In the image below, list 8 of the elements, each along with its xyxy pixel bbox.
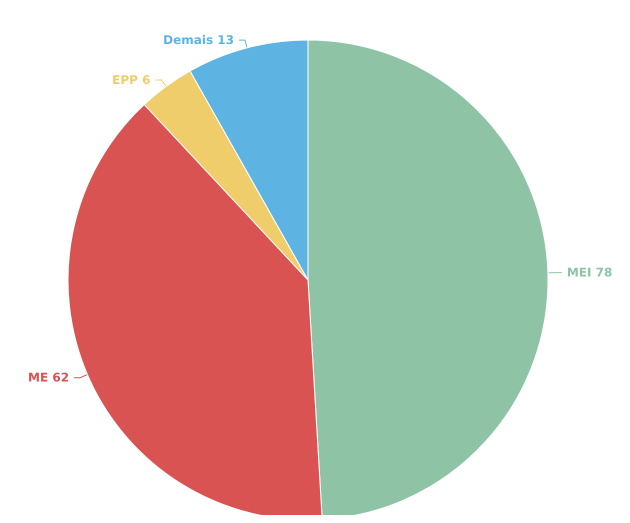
data-label: 13 <box>217 33 234 48</box>
slice-label: Demais <box>163 33 214 48</box>
data-label: 6 <box>142 72 150 87</box>
data-label: 62 <box>52 370 70 385</box>
slice-label: ME <box>28 370 48 385</box>
data-label: 78 <box>596 266 612 280</box>
slice-label: MEI <box>566 266 592 280</box>
slice-label: EPP <box>112 72 138 87</box>
